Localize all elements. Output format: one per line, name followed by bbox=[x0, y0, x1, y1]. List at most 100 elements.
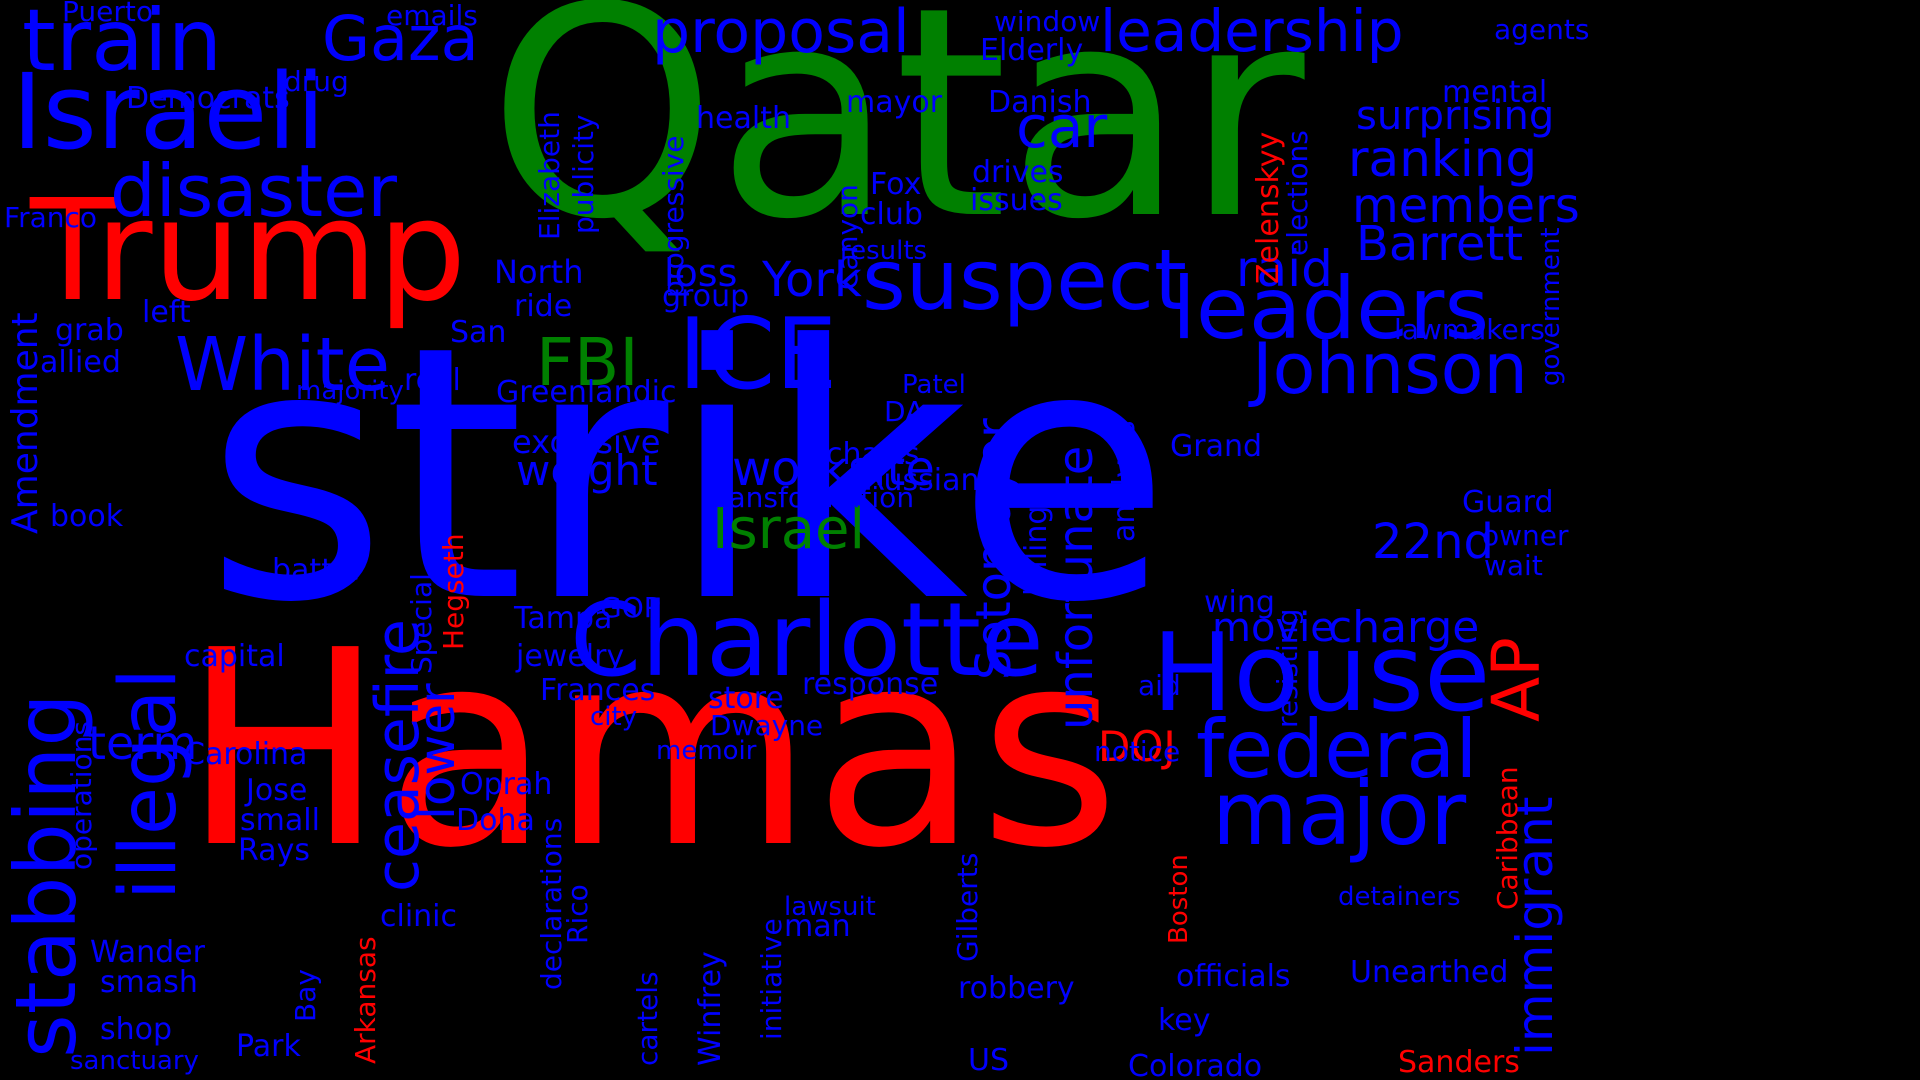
word-operations: operations bbox=[65, 720, 98, 870]
word-disaster: disaster bbox=[110, 149, 397, 233]
word-rays: Rays bbox=[238, 833, 310, 868]
word-robbery: robbery bbox=[958, 971, 1075, 1006]
word-dwayne: Dwayne bbox=[710, 709, 824, 742]
word-mental: mental bbox=[1442, 75, 1548, 110]
word-colorado: Colorado bbox=[1128, 1049, 1263, 1080]
word-charge: charge bbox=[1328, 602, 1480, 653]
word-grand: Grand bbox=[1170, 429, 1263, 464]
word-resisting: resisting bbox=[1271, 608, 1304, 728]
word-unfortunate: unfortunate bbox=[1048, 445, 1104, 730]
word-suspect: suspect bbox=[862, 231, 1187, 329]
word-sanders: Sanders bbox=[1398, 1045, 1520, 1080]
word-das: DAs bbox=[884, 395, 939, 428]
word-exclusive: exclusive bbox=[512, 423, 661, 461]
word-greenlandic: Greenlandic bbox=[496, 375, 677, 410]
word-clinic: clinic bbox=[380, 899, 458, 934]
word-raid: raid bbox=[1236, 240, 1333, 298]
word-transformation: transformation bbox=[706, 481, 915, 514]
word-smash: smash bbox=[100, 965, 198, 1000]
word-lower: lower bbox=[408, 683, 466, 820]
word-ride: ride bbox=[514, 289, 573, 324]
word-carolina: Carolina bbox=[184, 737, 308, 772]
word-gop: GOP bbox=[600, 591, 661, 624]
word-san: San bbox=[450, 315, 507, 350]
word-aid: aid bbox=[1138, 669, 1181, 702]
word-major: major bbox=[1212, 762, 1467, 865]
word-ice: ICE bbox=[678, 298, 838, 412]
word-key: key bbox=[1158, 1003, 1211, 1038]
word-puerto: Puerto bbox=[62, 0, 153, 28]
word-analysis: analysis bbox=[1107, 420, 1142, 542]
word-white: White bbox=[175, 322, 391, 408]
word-special: Special bbox=[405, 573, 438, 674]
word-drives: drives bbox=[972, 155, 1064, 190]
word-car: car bbox=[1016, 93, 1108, 161]
word-oprah: Oprah bbox=[460, 767, 553, 802]
word-response: response bbox=[802, 667, 939, 702]
word-publicity: publicity bbox=[567, 114, 600, 234]
word-elizabeth: Elizabeth bbox=[533, 111, 566, 240]
word-tampa: Tampa bbox=[514, 601, 613, 636]
word-qatar: Qatar bbox=[488, 0, 1305, 283]
word-us: US bbox=[968, 1043, 1010, 1078]
word-caribbean: Caribbean bbox=[1491, 766, 1524, 910]
word-capital: capital bbox=[184, 639, 285, 674]
word-store: store bbox=[708, 681, 784, 716]
word-man: man bbox=[784, 909, 851, 944]
word-israeli: Israeli bbox=[12, 51, 326, 173]
word-drug: drug bbox=[284, 65, 349, 98]
word-sanctuary: sanctuary bbox=[70, 1046, 199, 1076]
word-elderly: Elderly bbox=[980, 33, 1084, 68]
word-park: Park bbox=[236, 1029, 301, 1064]
word-doha: Doha bbox=[456, 803, 535, 838]
word-memoir: memoir bbox=[656, 736, 757, 766]
word-ranking: ranking bbox=[1348, 130, 1538, 188]
word-democrats: Democrats bbox=[126, 81, 290, 116]
word-small: small bbox=[240, 803, 320, 838]
word-emails: emails bbox=[386, 0, 478, 32]
word-house: House bbox=[1152, 611, 1491, 736]
word-progressive: progressive bbox=[657, 135, 690, 298]
word-left: left bbox=[142, 295, 191, 330]
word-government: government bbox=[1536, 227, 1566, 386]
word-term: term bbox=[88, 716, 198, 770]
word-winfrey: Winfrey bbox=[693, 951, 728, 1066]
word-arkansas: Arkansas bbox=[349, 936, 382, 1064]
word-billing: billing bbox=[1019, 505, 1054, 596]
word-danish: Danish bbox=[988, 85, 1092, 120]
word-patel: Patel bbox=[902, 370, 966, 400]
word-federal: federal bbox=[1196, 703, 1478, 796]
word-elections: elections bbox=[1281, 130, 1314, 256]
word-charts: charts bbox=[826, 437, 920, 472]
word-surprising: surprising bbox=[1356, 93, 1555, 139]
word-notice: notice bbox=[1094, 735, 1181, 768]
word-mayor: mayor bbox=[846, 85, 943, 120]
word-boston: Boston bbox=[1164, 854, 1194, 944]
word-rico: Rico bbox=[561, 884, 594, 944]
word-guard: Guard bbox=[1462, 485, 1554, 520]
word-hegseth: Hegseth bbox=[437, 533, 470, 650]
word-wander: Wander bbox=[90, 935, 205, 970]
word-cartels: cartels bbox=[631, 971, 664, 1066]
word-group: group bbox=[662, 279, 750, 314]
word-wait: wait bbox=[1484, 549, 1543, 582]
word-real: real bbox=[404, 363, 461, 398]
word-wing: wing bbox=[1204, 585, 1275, 620]
word-owner: owner bbox=[1482, 519, 1569, 552]
word-city: city bbox=[590, 702, 638, 732]
word-franco: Franco bbox=[4, 201, 98, 234]
word-loss: loss bbox=[664, 251, 738, 295]
word-unearthed: Unearthed bbox=[1350, 955, 1509, 990]
word-gaza: Gaza bbox=[322, 2, 479, 75]
word-worksite: worksite bbox=[732, 441, 935, 497]
word-north: North bbox=[494, 253, 584, 291]
word-bay: Bay bbox=[289, 969, 322, 1022]
word-agents: agents bbox=[1494, 13, 1590, 46]
word-initiative: initiative bbox=[755, 918, 788, 1040]
word-weight: weight bbox=[516, 446, 658, 495]
word-grab: grab bbox=[55, 313, 124, 348]
word-detainers: detainers bbox=[1338, 882, 1461, 912]
word-barrett: Barrett bbox=[1356, 216, 1524, 272]
word-book: book bbox=[50, 499, 124, 534]
